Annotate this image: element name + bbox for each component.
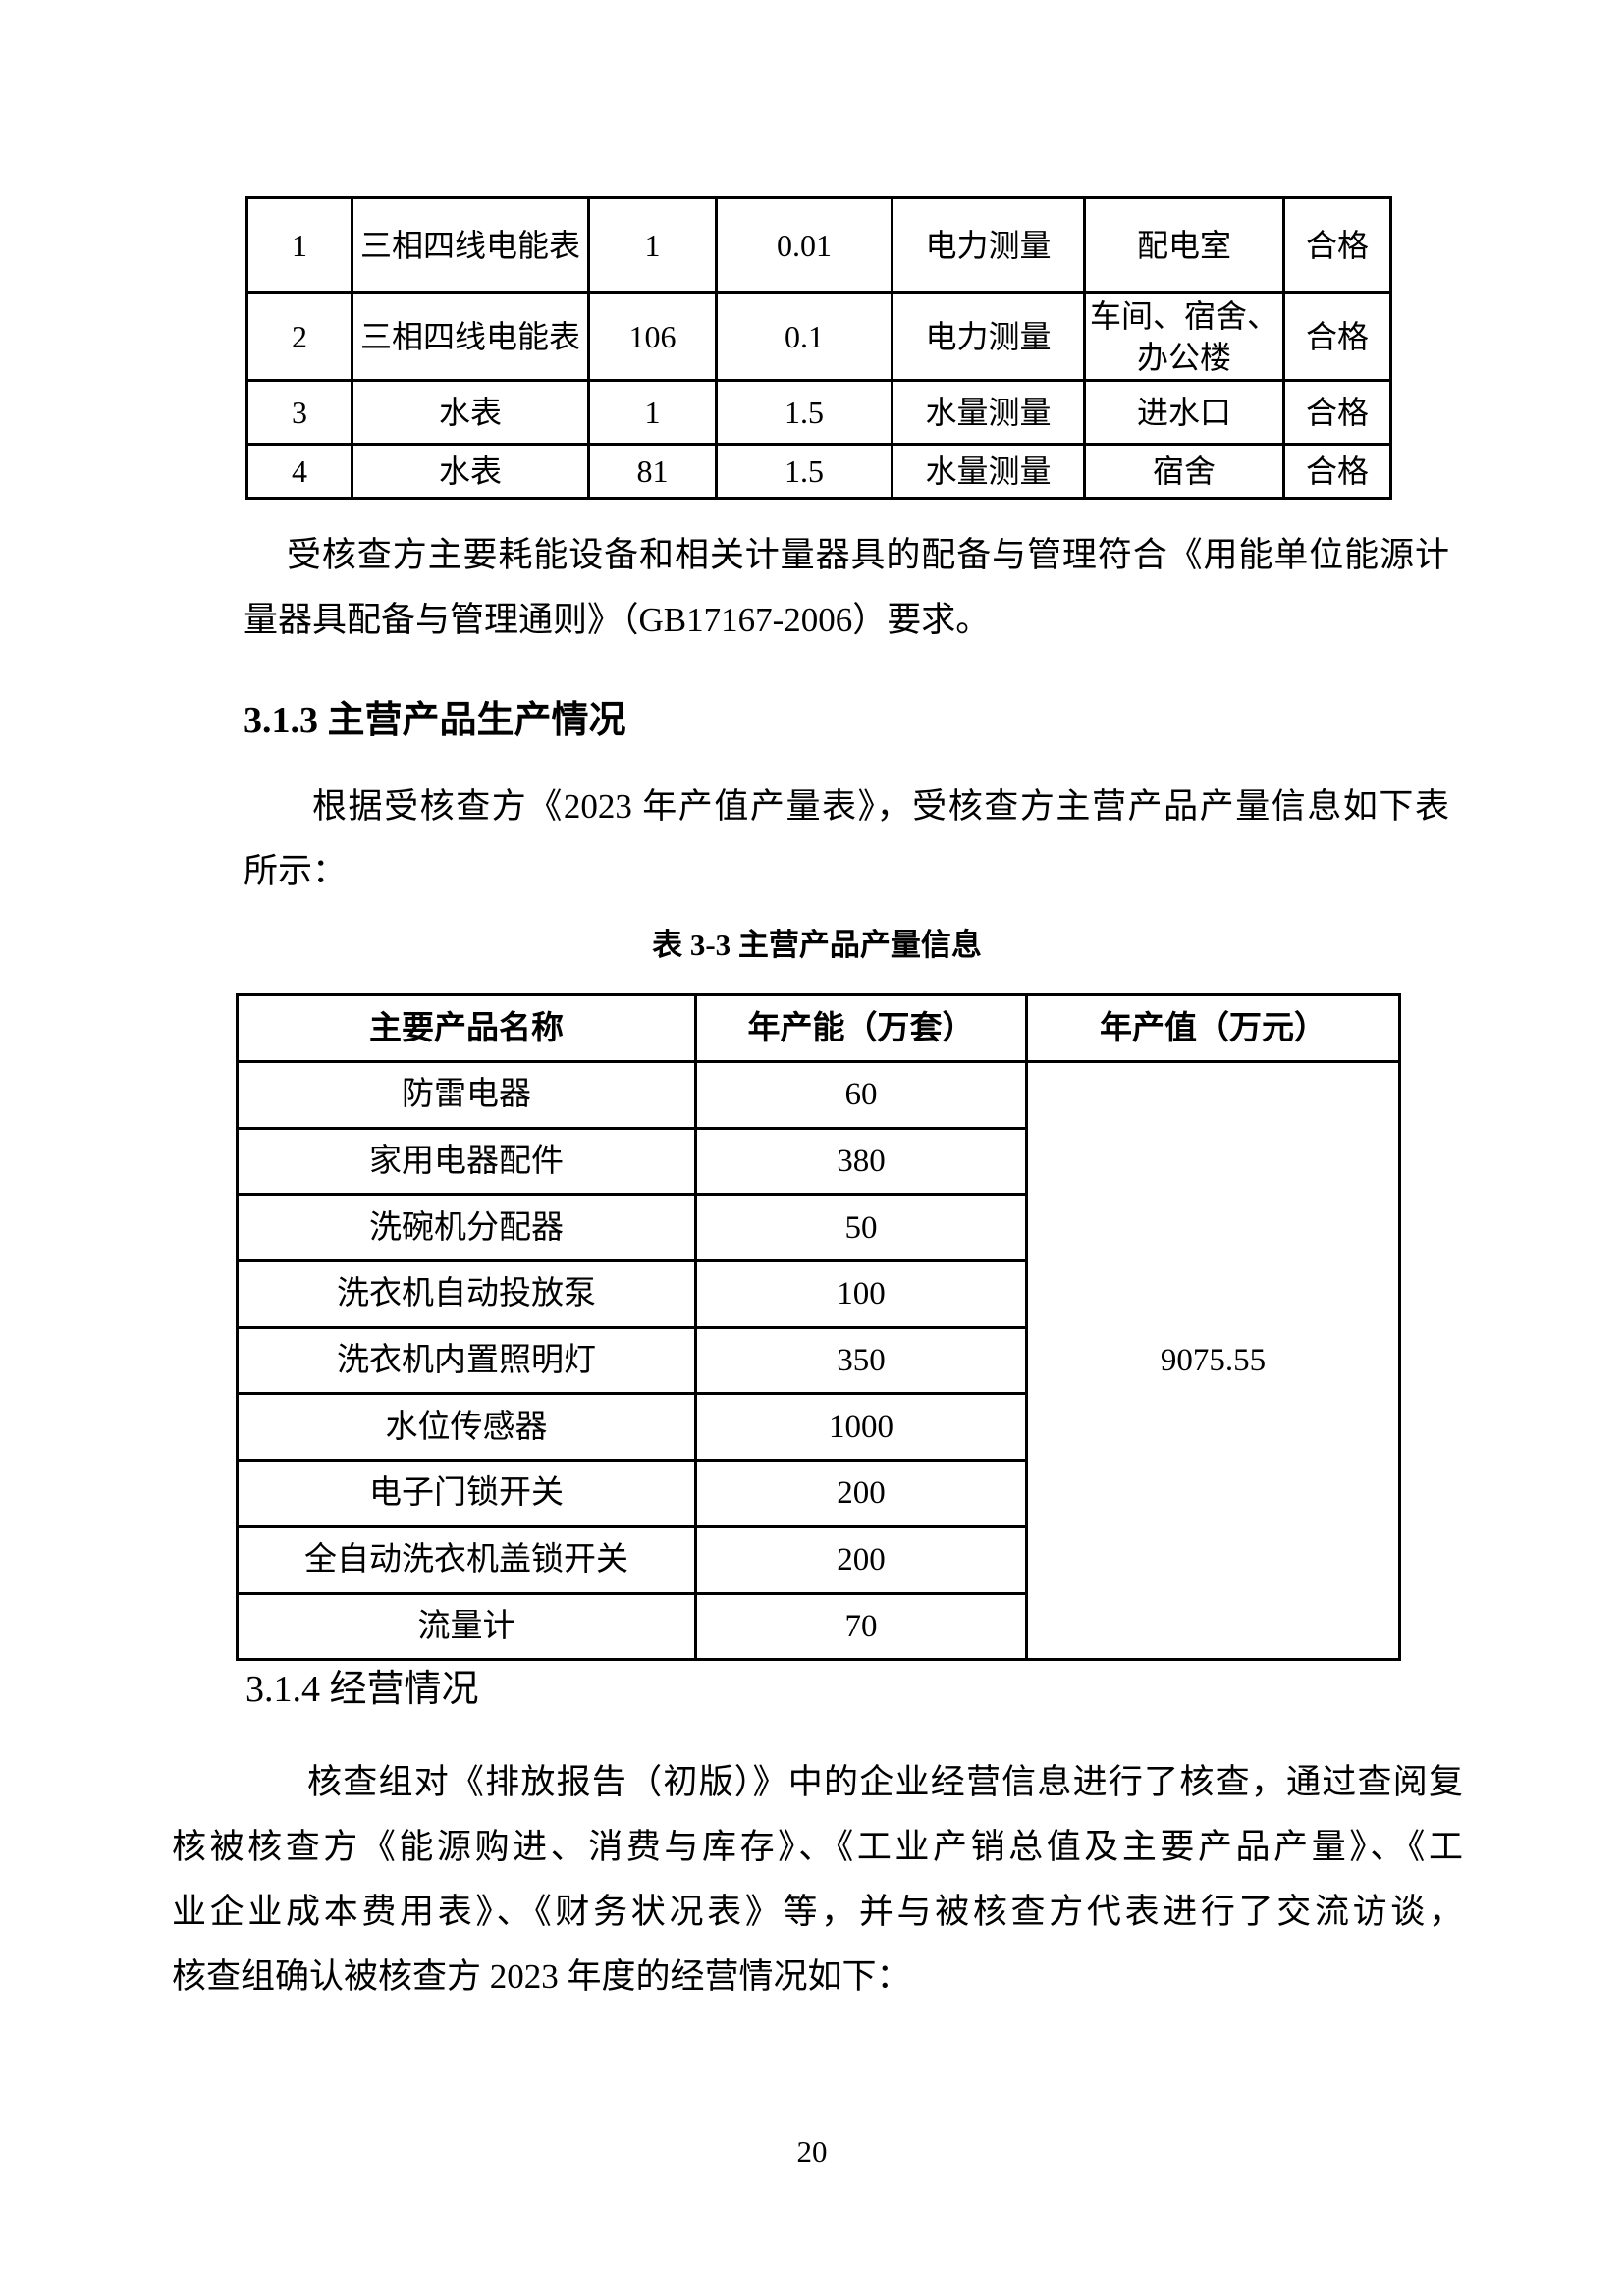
table-cell: 0.01 (715, 196, 893, 294)
paragraph-line: 核被核查方《能源购进、消费与库存》、《工业产销总值及主要产品产量》、《工 (172, 1828, 1463, 1866)
meter-table: 1 三相四线电能表 1 0.01 电力测量 配电室 合格 2 三相四线电能表 1… (245, 196, 1392, 500)
column-header: 年产值（万元） (1025, 993, 1401, 1063)
table-cell: 1000 (694, 1392, 1028, 1463)
section-heading-3-1-3: 3.1.3 主营产品生产情况 (244, 700, 626, 741)
table-cell: 60 (694, 1060, 1028, 1130)
table-cell: 4 (245, 443, 353, 500)
table-cell: 合格 (1282, 291, 1392, 382)
table-cell: 洗衣机自动投放泵 (236, 1259, 697, 1329)
table-cell: 宿舍 (1083, 443, 1285, 500)
table-cell: 家用电器配件 (236, 1126, 697, 1197)
paragraph-line: 核查组对《排放报告（初版）》中的企业经营信息进行了核查，通过查阅复 (307, 1763, 1463, 1801)
table-cell: 三相四线电能表 (351, 196, 590, 294)
table-cell: 水量测量 (891, 379, 1086, 446)
table-cell: 100 (694, 1259, 1028, 1329)
table-cell: 合格 (1282, 196, 1392, 294)
table-caption: 表 3-3 主营产品产量信息 (652, 928, 982, 962)
table-cell: 380 (694, 1126, 1028, 1197)
table-cell: 1.5 (715, 379, 893, 446)
table-row: 洗衣机自动投放泵 100 (236, 1259, 1400, 1329)
table-cell: 水表 (351, 379, 590, 446)
paragraph-line: 所示： (244, 852, 348, 890)
table-cell: 200 (694, 1524, 1028, 1595)
table-cell: 水表 (351, 443, 590, 500)
table-cell: 1 (245, 196, 353, 294)
page-number: 20 (796, 2134, 828, 2168)
paragraph-line: 根据受核查方《2023 年产值产量表》，受核查方主营产品产量信息如下表 (312, 787, 1449, 826)
table-cell: 洗碗机分配器 (236, 1193, 697, 1263)
table-row: 电子门锁开关 200 (236, 1459, 1400, 1528)
table-row: 家用电器配件 380 (236, 1126, 1400, 1197)
table-row: 1 三相四线电能表 1 0.01 电力测量 配电室 合格 (245, 196, 1392, 294)
table-cell: 1 (587, 379, 718, 446)
compliance-paragraph: 受核查方主要耗能设备和相关计量器具的配备与管理符合《用能单位能源计 量器具配备与… (244, 523, 1449, 653)
annual-output-value-cell: 9075.55 (1025, 1059, 1401, 1662)
section-heading-3-1-4: 3.1.4 经营情况 (245, 1669, 479, 1710)
table-cell: 81 (587, 443, 718, 500)
table-row: 2 三相四线电能表 106 0.1 电力测量 车间、宿舍、办公楼 合格 (245, 291, 1392, 382)
table-cell: 电子门锁开关 (236, 1459, 697, 1528)
table-cell: 流量计 (236, 1591, 697, 1662)
table-row: 洗衣机内置照明灯 350 (236, 1325, 1400, 1396)
operation-status-paragraph: 核查组对《排放报告（初版）》中的企业经营信息进行了核查，通过查阅复 核被核查方《… (172, 1750, 1463, 2009)
table-cell: 200 (694, 1459, 1028, 1528)
table-cell: 防雷电器 (236, 1060, 697, 1130)
paragraph-line: 量器具配备与管理通则》（GB17167-2006）要求。 (244, 601, 991, 639)
product-table: 主要产品名称 年产能（万套） 年产值（万元） 防雷电器 60 9075.55 家… (236, 993, 1401, 1662)
table-cell: 1 (587, 196, 718, 294)
paragraph-line: 核查组确认被核查方 2023 年度的经营情况如下： (172, 1957, 911, 1996)
table-row: 水位传感器 1000 (236, 1392, 1400, 1463)
table-cell: 3 (245, 379, 353, 446)
table-cell: 2 (245, 291, 353, 382)
paragraph-line: 受核查方主要耗能设备和相关计量器具的配备与管理符合《用能单位能源计 (287, 536, 1449, 574)
table-row: 防雷电器 60 9075.55 (236, 1059, 1401, 1662)
table-cell: 电力测量 (891, 196, 1086, 294)
table-cell: 车间、宿舍、办公楼 (1083, 291, 1285, 382)
table-cell: 合格 (1282, 443, 1392, 500)
table-cell: 三相四线电能表 (351, 291, 590, 382)
table-cell: 全自动洗衣机盖锁开关 (236, 1524, 697, 1595)
table-row: 全自动洗衣机盖锁开关 200 (236, 1524, 1400, 1595)
table-cell: 106 (587, 291, 718, 382)
table-row: 流量计 70 (236, 1591, 1400, 1662)
table-cell: 50 (694, 1193, 1028, 1263)
column-header: 年产能（万套） (694, 993, 1028, 1063)
table-cell: 水位传感器 (236, 1392, 697, 1463)
table-row: 洗碗机分配器 50 (236, 1193, 1400, 1263)
table-cell: 洗衣机内置照明灯 (236, 1325, 697, 1396)
table-cell: 70 (694, 1591, 1028, 1662)
table-cell: 水量测量 (891, 443, 1086, 500)
table-cell: 合格 (1282, 379, 1392, 446)
column-header: 主要产品名称 (236, 993, 697, 1063)
table-header-row: 主要产品名称 年产能（万套） 年产值（万元） (236, 993, 1401, 1063)
table-row: 4 水表 81 1.5 水量测量 宿舍 合格 (245, 443, 1392, 500)
table-cell: 1.5 (715, 443, 893, 500)
table-cell: 350 (694, 1325, 1028, 1396)
table-cell: 进水口 (1083, 379, 1285, 446)
table-cell: 电力测量 (891, 291, 1086, 382)
table-row: 3 水表 1 1.5 水量测量 进水口 合格 (245, 379, 1392, 446)
production-intro-paragraph: 根据受核查方《2023 年产值产量表》，受核查方主营产品产量信息如下表 所示： (244, 774, 1449, 904)
table-cell: 配电室 (1083, 196, 1285, 294)
table-cell: 0.1 (715, 291, 893, 382)
paragraph-line: 业企业成本费用表》、《财务状况表》等，并与被核查方代表进行了交流访谈， (172, 1893, 1463, 1931)
